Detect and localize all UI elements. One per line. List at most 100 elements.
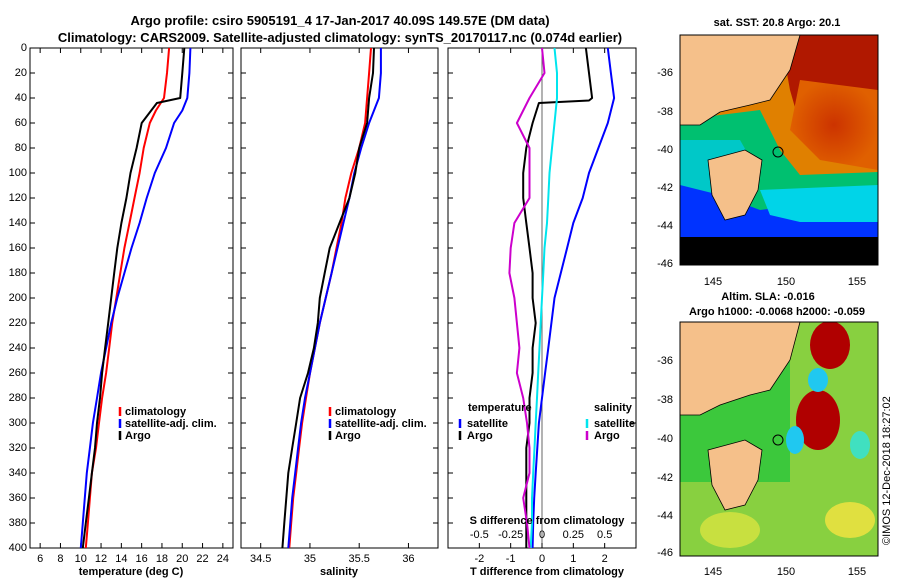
ytick-label: 60 [15,117,27,129]
legend-T-satellite: satellite [467,418,508,430]
sla-eddy-cyan-1 [808,368,828,392]
legend-satellite-adj-s: satellite-adj. clim. [335,418,427,430]
legend-T-argo: Argo [467,430,493,442]
sst-map-ticks: 145 150 155 -36 -38 -40 -42 -44 -46 [657,67,866,288]
sla-xtick-145: 145 [704,566,722,578]
sla-map: Altim. SLA: -0.016 Argo h1000: -0.0068 h… [657,291,879,578]
xtick-label: 1 [570,553,576,565]
x2tick-label: -0.5 [470,529,489,541]
ytick-label: 220 [9,317,27,329]
sla-xtick-155: 155 [848,566,866,578]
sst-xtick-150: 150 [777,276,795,288]
ytick-label: 120 [9,192,27,204]
series-line-t-satellite [531,48,616,548]
sst-ytick-44: -44 [657,220,673,232]
x2tick-label: 0.25 [563,529,584,541]
sst-ytick-36: -36 [657,67,673,79]
title-line-1: Argo profile: csiro 5905191_4 17-Jan-201… [130,13,549,28]
sla-ytick-44: -44 [657,510,673,522]
xtick-label: 24 [217,553,229,565]
ytick-label: 240 [9,342,27,354]
salinity-xlabel: salinity [320,566,359,578]
sst-map-image [680,35,878,265]
xtick-label: 35 [304,553,316,565]
sst-xtick-145: 145 [704,276,722,288]
ytick-label: 280 [9,392,27,404]
ytick-label: 80 [15,142,27,154]
sst-ytick-46: -46 [657,258,673,270]
sla-map-ticks: 145 150 155 -36 -38 -40 -42 -44 -46 [657,355,866,578]
sla-mainland [680,322,801,416]
legend-climatology-s: climatology [335,406,397,418]
sst-map-title: sat. SST: 20.8 Argo: 20.1 [714,17,841,29]
temperature-ticks: 0 20 40 60 80 100 120 140 160 180 200 220 240 260 280 3… [9,42,233,565]
sst-ytick-38: -38 [657,106,673,118]
sla-eddy-cyan-3 [850,431,870,459]
xtick-label: -2 [474,553,484,565]
xtick-label: 6 [37,553,43,565]
xtick-label: 36 [402,553,414,565]
sla-tasmania [707,439,763,511]
xtick-label: 8 [57,553,63,565]
ytick-label: 160 [9,242,27,254]
salinity-legend: climatology satellite-adj. clim. Argo [328,406,427,442]
difference-legend: temperature satellite Argo salinity sate… [458,402,635,442]
sla-argo-marker [772,434,784,446]
legend-satellite-adj: satellite-adj. clim. [125,418,217,430]
salinity-axes-frame [240,47,439,549]
sst-xtick-155: 155 [848,276,866,288]
sla-xtick-150: 150 [777,566,795,578]
sst-argo-marker [772,146,784,158]
xtick-label: 18 [156,553,168,565]
difference-panel: -2 -1 0 1 2-0.5 -0.25 0 0.25 0.5 T difference fr… [447,47,637,578]
sst-black-band [680,237,878,265]
sst-hot-gradient [790,80,878,170]
xtick-label: 2 [602,553,608,565]
sst-cyan-band [760,185,878,222]
temperature-xlabel: temperature (deg C) [79,566,184,578]
xtick-label: 0 [539,553,545,565]
ytick-label: 320 [9,442,27,454]
sst-tasmania [707,149,763,221]
series-line-satellite-adj-clim- [79,48,192,548]
ytick-label: 200 [9,292,27,304]
ytick-label: 0 [21,42,27,54]
salinity-panel: 34.5 35 35.5 36 salinity climatology satell… [240,47,439,578]
sst-mainland [680,35,801,126]
legend-climatology: climatology [125,406,187,418]
xtick-label: 10 [75,553,87,565]
temperature-series [79,48,192,548]
ytick-label: 260 [9,367,27,379]
series-line-argo [81,48,186,548]
difference-x2label: S difference from climatology [470,515,626,527]
legend-S-argo: Argo [594,430,620,442]
sst-ytick-40: -40 [657,144,673,156]
ytick-label: 100 [9,167,27,179]
ytick-label: 400 [9,542,27,554]
difference-series [508,48,616,548]
sla-ytick-38: -38 [657,394,673,406]
xtick-label: 22 [196,553,208,565]
legend-salinity-title: salinity [594,402,633,414]
sst-map-frame [679,34,879,266]
x2tick-label: -0.25 [498,529,523,541]
ytick-label: 380 [9,517,27,529]
sla-eddy-red-north [810,322,850,369]
ytick-label: 40 [15,92,27,104]
sst-ytick-42: -42 [657,182,673,194]
legend-temperature-title: temperature [468,402,532,414]
legend-argo-s: Argo [335,430,361,442]
ytick-label: 340 [9,467,27,479]
legend-argo: Argo [125,430,151,442]
sla-map-title-2: Argo h1000: -0.0068 h2000: -0.059 [689,306,865,318]
xtick-label: 16 [136,553,148,565]
xtick-label: 20 [176,553,188,565]
sla-eddy-red-central [796,390,840,450]
sla-eddy-cyan-2 [786,426,804,454]
xtick-label: 12 [95,553,107,565]
salinity-series [281,48,382,548]
legend-S-satellite: satellite [594,418,635,430]
temperature-panel: 0 20 40 60 80 100 120 140 160 180 200 220 240 260 280 3… [9,42,234,578]
ytick-label: 300 [9,417,27,429]
